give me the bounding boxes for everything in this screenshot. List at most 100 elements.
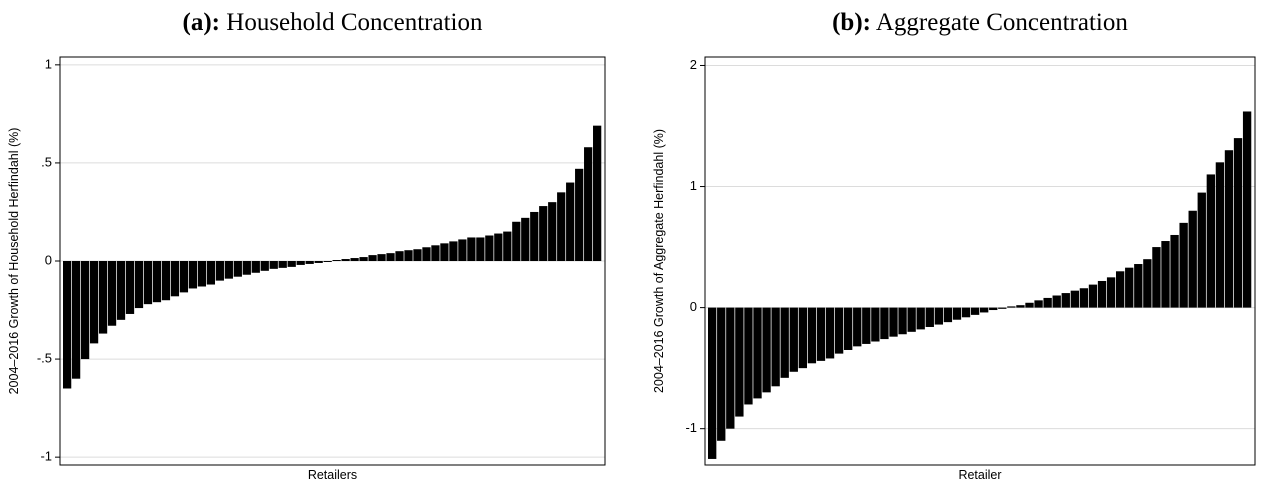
bar bbox=[1070, 290, 1080, 308]
bar bbox=[889, 307, 898, 337]
bar bbox=[1215, 162, 1225, 308]
bar bbox=[458, 239, 467, 261]
bar bbox=[152, 261, 162, 303]
bar bbox=[816, 307, 826, 361]
bar bbox=[1161, 241, 1170, 308]
bar bbox=[970, 307, 980, 315]
bar bbox=[1116, 271, 1125, 308]
bar bbox=[557, 192, 566, 261]
bar bbox=[1025, 302, 1034, 308]
bar bbox=[916, 307, 925, 330]
bar bbox=[431, 245, 440, 261]
title: Household Concentration bbox=[226, 9, 483, 36]
bar bbox=[260, 261, 269, 271]
bar bbox=[717, 307, 726, 441]
y-axis-label: 2004–2016 Growth of Aggregate Herfindahl… bbox=[652, 129, 666, 393]
bar bbox=[807, 307, 817, 364]
bar bbox=[170, 261, 180, 297]
bar bbox=[744, 307, 753, 405]
bar bbox=[584, 147, 593, 261]
panel-title: (a): Household Concentration bbox=[183, 9, 483, 36]
bar bbox=[233, 261, 242, 277]
bar bbox=[998, 307, 1007, 309]
bar bbox=[296, 261, 305, 265]
bar bbox=[1224, 150, 1234, 308]
bar bbox=[844, 307, 853, 350]
bar bbox=[771, 307, 780, 387]
bar bbox=[952, 307, 962, 320]
bar bbox=[1106, 277, 1116, 308]
y-tick-label: .5 bbox=[41, 154, 52, 169]
x-axis-label: Retailer bbox=[958, 468, 1001, 482]
bar bbox=[350, 258, 359, 261]
plot-frame bbox=[704, 56, 1256, 466]
bar bbox=[1088, 284, 1098, 308]
bar bbox=[530, 211, 539, 261]
plot-frame bbox=[59, 56, 606, 466]
y-tick-label: 0 bbox=[690, 299, 697, 314]
bar bbox=[404, 250, 413, 261]
bar bbox=[961, 307, 971, 318]
bar bbox=[179, 261, 189, 293]
bar bbox=[1061, 293, 1070, 308]
bar bbox=[368, 255, 377, 261]
bar bbox=[862, 307, 871, 344]
bar bbox=[989, 307, 998, 311]
bar bbox=[521, 217, 530, 261]
bar bbox=[1016, 305, 1025, 308]
bar bbox=[314, 261, 323, 263]
bar bbox=[1242, 111, 1252, 308]
bar bbox=[485, 235, 494, 261]
bar bbox=[789, 307, 798, 372]
bar bbox=[898, 307, 907, 335]
y-tick-label: -1 bbox=[685, 420, 697, 435]
bar bbox=[753, 307, 762, 399]
bar bbox=[116, 261, 126, 320]
bar bbox=[1152, 247, 1161, 308]
y-tick-label: 0 bbox=[45, 252, 52, 267]
bar bbox=[206, 261, 215, 285]
bar bbox=[467, 237, 476, 261]
bar bbox=[323, 261, 332, 262]
panel-label: (a): bbox=[183, 9, 220, 36]
bar bbox=[197, 261, 207, 287]
y-tick-label: 1 bbox=[45, 56, 52, 71]
bar bbox=[107, 261, 117, 326]
bar bbox=[980, 307, 989, 313]
panel: (a): Household Concentration 2004–2016 Gr… bbox=[7, 9, 606, 482]
y-tick-label: 1 bbox=[690, 178, 697, 193]
bar bbox=[305, 261, 314, 264]
bar bbox=[1125, 267, 1134, 308]
bar bbox=[593, 125, 602, 262]
title: Aggregate Concentration bbox=[876, 9, 1128, 36]
bar bbox=[332, 260, 341, 261]
bar bbox=[440, 243, 449, 261]
bar bbox=[71, 261, 81, 379]
bar bbox=[287, 261, 296, 267]
bar bbox=[1143, 259, 1152, 308]
bar bbox=[224, 261, 233, 279]
bar bbox=[80, 261, 90, 360]
bar bbox=[386, 253, 395, 261]
panel-label: (b): bbox=[832, 9, 871, 36]
bar bbox=[566, 182, 575, 261]
bar bbox=[341, 259, 350, 261]
bar bbox=[89, 261, 99, 344]
bar bbox=[925, 307, 934, 327]
bar bbox=[575, 168, 584, 261]
bar bbox=[377, 254, 386, 261]
bar bbox=[512, 221, 521, 261]
bar bbox=[413, 249, 422, 261]
bar bbox=[215, 261, 224, 281]
bar bbox=[780, 307, 789, 378]
x-axis-label: Retailers bbox=[308, 468, 357, 482]
bar bbox=[853, 307, 862, 347]
bar bbox=[503, 231, 512, 261]
bar bbox=[708, 307, 717, 459]
bar bbox=[449, 241, 458, 261]
bar bbox=[825, 307, 835, 359]
bar bbox=[1034, 300, 1043, 308]
bar bbox=[539, 206, 548, 261]
bar bbox=[1188, 210, 1197, 308]
